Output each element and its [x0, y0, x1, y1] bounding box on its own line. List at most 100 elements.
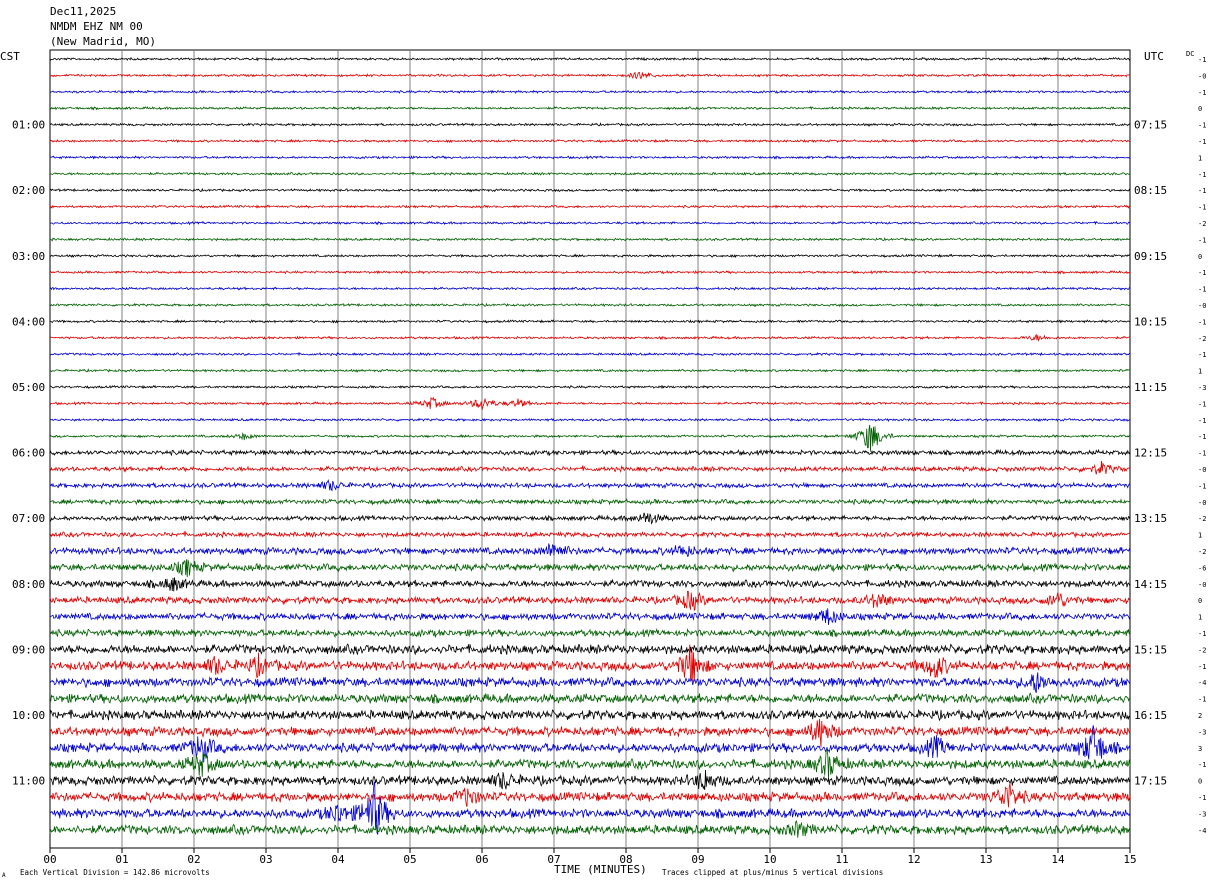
station-code: NMDM EHZ NM 00	[50, 20, 143, 33]
left-hour-label: 05:00	[12, 381, 45, 394]
dc-offset-label: -2	[1198, 515, 1206, 523]
seismic-trace	[49, 497, 1131, 506]
seismic-trace	[49, 71, 1131, 80]
left-hour-label: 09:00	[12, 643, 45, 656]
seismic-trace	[49, 122, 1131, 127]
dc-offset-label: 1	[1198, 614, 1202, 622]
left-hour-label: 03:00	[12, 250, 45, 263]
seismic-trace	[49, 187, 1131, 193]
dc-label: DC	[1186, 50, 1194, 58]
left-hour-label: 07:00	[12, 512, 45, 525]
dc-offset-label: -3	[1198, 384, 1206, 392]
seismic-trace	[49, 236, 1131, 242]
seismic-trace	[49, 56, 1131, 62]
dc-offset-label: -4	[1198, 679, 1206, 687]
x-tick-label-01: 01	[115, 853, 128, 866]
x-tick-label-00: 00	[43, 853, 56, 866]
seismic-trace	[49, 590, 1131, 611]
dc-offset-label: -0	[1198, 466, 1206, 474]
dc-offset-label: -1	[1198, 89, 1206, 97]
dc-offset-label: -1	[1198, 171, 1206, 179]
seismic-trace	[49, 138, 1131, 144]
plot-date: Dec11,2025	[50, 5, 117, 18]
dc-offset-label: 0	[1198, 597, 1202, 605]
clip-note: Traces clipped at plus/minus 5 vertical …	[662, 868, 883, 877]
seismic-trace	[49, 708, 1131, 722]
dc-offset-label: -1	[1198, 761, 1206, 769]
seismic-trace	[49, 220, 1131, 226]
left-hour-label: 06:00	[12, 447, 45, 460]
left-hour-label: 01:00	[12, 119, 45, 132]
seismic-trace	[49, 319, 1131, 324]
dc-offset-label: -1	[1198, 318, 1206, 326]
right-hour-label: 17:15	[1134, 775, 1167, 788]
seismic-trace	[49, 530, 1131, 539]
left-timezone-label: CST	[0, 50, 20, 63]
dc-offset-label: -2	[1198, 548, 1206, 556]
right-hour-label: 12:15	[1134, 447, 1167, 460]
seismic-trace	[49, 286, 1131, 291]
x-tick-label-07: 07	[547, 853, 560, 866]
dc-offset-label: -0	[1198, 581, 1206, 589]
right-hour-label: 07:15	[1134, 119, 1167, 132]
dc-offset-label: -1	[1198, 236, 1206, 244]
seismic-trace	[49, 559, 1131, 578]
seismic-trace	[49, 368, 1131, 373]
x-tick-label-05: 05	[403, 853, 416, 866]
dc-offset-label: -1	[1198, 696, 1206, 704]
dc-offset-label: -1	[1198, 138, 1206, 146]
dc-offset-label: 0	[1198, 778, 1202, 786]
dc-offset-label: 1	[1198, 154, 1202, 162]
right-hour-label: 16:15	[1134, 709, 1167, 722]
x-tick-label-09: 09	[691, 853, 704, 866]
seismic-trace	[49, 479, 1131, 492]
seismic-trace	[49, 718, 1131, 748]
x-tick-label-02: 02	[187, 853, 200, 866]
dc-offset-label: -1	[1198, 56, 1206, 64]
dc-offset-label: 2	[1198, 712, 1202, 720]
seismic-trace	[49, 155, 1131, 160]
dc-offset-label: -1	[1198, 269, 1206, 277]
dc-offset-label: -3	[1198, 810, 1206, 818]
dc-offset-label: -1	[1198, 630, 1206, 638]
x-tick-label-13: 13	[979, 853, 992, 866]
x-tick-label-03: 03	[259, 853, 272, 866]
seismic-trace	[49, 781, 1131, 835]
scale-note: Each Vertical Division = 142.86 microvol…	[20, 868, 210, 877]
right-hour-label: 14:15	[1134, 578, 1167, 591]
dc-offset-label: -1	[1198, 187, 1206, 195]
dc-offset-label: -0	[1198, 72, 1206, 80]
dc-offset-label: -0	[1198, 499, 1206, 507]
dc-offset-label: 0	[1198, 105, 1202, 113]
dc-offset-label: 0	[1198, 253, 1202, 261]
dc-offset-label: -3	[1198, 728, 1206, 736]
seismic-trace	[49, 171, 1131, 176]
right-hour-label: 08:15	[1134, 184, 1167, 197]
station-location: (New Madrid, MO)	[50, 35, 156, 48]
right-hour-label: 10:15	[1134, 315, 1167, 328]
x-tick-label-12: 12	[907, 853, 920, 866]
plot-frame	[49, 49, 1131, 849]
seismic-trace	[49, 417, 1131, 422]
seismic-trace	[49, 396, 1131, 411]
seismic-trace	[49, 302, 1131, 308]
seismic-trace	[49, 725, 1131, 763]
seismic-trace	[49, 542, 1131, 557]
seismic-trace	[49, 643, 1131, 656]
right-hour-label: 09:15	[1134, 250, 1167, 263]
seismic-traces	[49, 56, 1131, 838]
seismic-trace	[49, 424, 1131, 452]
x-tick-label-14: 14	[1051, 853, 1065, 866]
seismic-trace	[49, 769, 1131, 791]
left-hour-label: 04:00	[12, 315, 45, 328]
dc-offset-label: -0	[1198, 302, 1206, 310]
seismic-trace	[49, 269, 1131, 275]
seismic-trace	[49, 448, 1131, 457]
right-hour-label: 11:15	[1134, 381, 1167, 394]
dc-offset-label: -2	[1198, 335, 1206, 343]
dc-offset-label: -1	[1198, 663, 1206, 671]
seismic-trace	[49, 512, 1131, 525]
axis-labels: 00 01 02 03 04 05 06 07 08 09 10 11 12 13 14 1501:0002:…	[12, 56, 1206, 866]
dc-offset-label: -1	[1198, 417, 1206, 425]
